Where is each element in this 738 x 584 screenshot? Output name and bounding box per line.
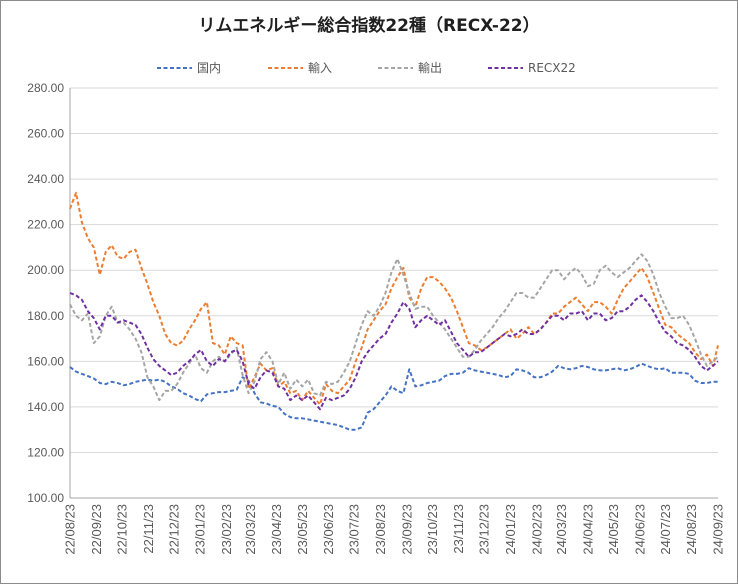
legend-item-import: 輸入 — [268, 60, 332, 75]
x-tick-label: 24/08/23 — [684, 504, 699, 555]
y-tick-label: 280.00 — [27, 81, 64, 95]
legend-item-export: 輸出 — [378, 60, 442, 75]
series-line-import — [69, 191, 719, 406]
x-tick-label: 23/11/23 — [451, 504, 466, 554]
x-tick-label: 23/09/23 — [399, 504, 414, 555]
x-tick-label: 23/12/23 — [477, 504, 492, 555]
legend: 国内 輸入 輸出 RECX22 — [157, 60, 576, 75]
series-line-recx22 — [69, 292, 719, 411]
y-tick-label: 120.00 — [27, 445, 64, 459]
legend-label-domestic: 国内 — [197, 61, 221, 75]
x-tick-label: 22/11/23 — [141, 504, 156, 554]
x-tick-label: 24/03/23 — [554, 504, 569, 555]
x-tick-label: 24/05/23 — [606, 504, 621, 555]
legend-item-recx22: RECX22 — [488, 61, 576, 75]
x-tick-label: 23/07/23 — [347, 504, 362, 555]
x-tick-label: 22/08/23 — [63, 504, 78, 555]
x-tick-label: 23/05/23 — [295, 504, 310, 555]
x-tick-label: 24/01/23 — [503, 504, 518, 555]
y-tick-label: 240.00 — [27, 172, 64, 186]
series-line-domestic — [69, 362, 718, 431]
x-tick-label: 23/06/23 — [321, 504, 336, 555]
y-tick-label: 140.00 — [27, 400, 64, 414]
x-tick-label: 24/02/23 — [529, 504, 544, 555]
x-tick-label: 24/06/23 — [632, 504, 647, 555]
gridlines — [70, 87, 718, 453]
y-tick-label: 100.00 — [27, 491, 64, 505]
legend-item-domestic: 国内 — [157, 61, 221, 75]
y-axis-tick-labels: 280.00 260.00 240.00 220.00 200.00 180.00 160.… — [27, 81, 64, 505]
x-tick-label: 23/03/23 — [243, 504, 258, 555]
x-tick-label: 24/07/23 — [658, 504, 673, 555]
y-tick-label: 260.00 — [27, 127, 64, 141]
y-tick-label: 200.00 — [27, 263, 64, 277]
x-tick-label: 23/10/23 — [425, 504, 440, 555]
x-tick-label: 22/12/23 — [166, 504, 181, 555]
x-tick-label: 23/01/23 — [193, 504, 208, 555]
x-tick-label: 22/09/23 — [89, 504, 104, 555]
x-tick-label: 23/04/23 — [269, 504, 284, 555]
legend-label-recx22: RECX22 — [528, 61, 576, 75]
axes — [69, 88, 718, 499]
legend-label-import: 輸入 — [308, 60, 332, 75]
y-tick-label: 180.00 — [27, 309, 64, 323]
series-lines — [69, 191, 719, 431]
chart-title: リムエネルギー総合指数22種（RECX-22） — [198, 15, 539, 36]
x-tick-label: 24/09/23 — [711, 504, 726, 555]
x-tick-label: 22/10/23 — [114, 504, 129, 555]
x-axis-tick-labels: 22/08/23 22/09/23 22/10/23 22/11/23 22/12/23… — [63, 504, 726, 555]
x-tick-label: 24/04/23 — [580, 504, 595, 555]
x-tick-label: 23/02/23 — [219, 504, 234, 555]
y-tick-label: 160.00 — [27, 354, 64, 368]
series-line-export — [69, 253, 719, 402]
y-tick-label: 220.00 — [27, 218, 64, 232]
x-tick-label: 23/08/23 — [373, 504, 388, 555]
legend-label-export: 輸出 — [418, 60, 442, 75]
